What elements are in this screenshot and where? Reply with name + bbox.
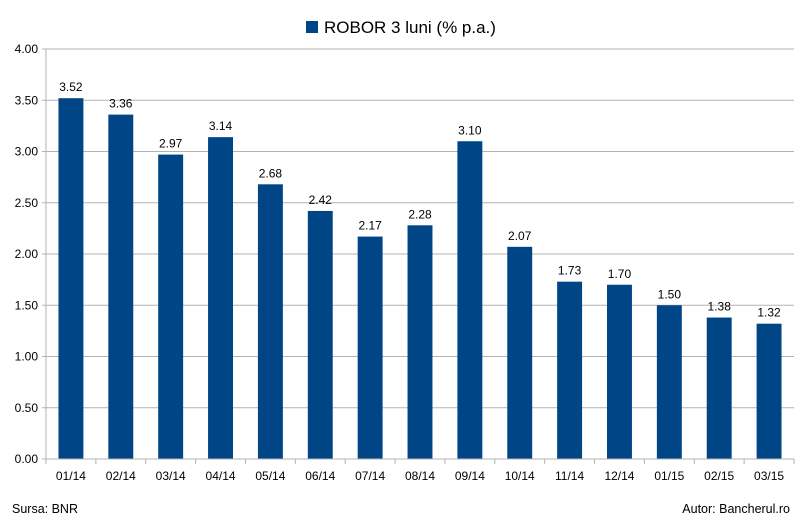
x-tick-label: 03/15: [754, 469, 784, 483]
x-tick-label: 03/14: [156, 469, 186, 483]
author-note: Autor: Bancherul.ro: [682, 502, 790, 516]
x-tick-label: 07/14: [355, 469, 385, 483]
bar: [58, 98, 84, 459]
bar: [357, 236, 383, 459]
x-tick-label: 04/14: [206, 469, 236, 483]
bar: [257, 184, 283, 460]
bar: [208, 137, 233, 459]
data-label: 1.50: [658, 287, 682, 301]
data-label: 3.52: [59, 80, 83, 94]
x-tick-label: 11/14: [555, 469, 584, 483]
bar: [706, 317, 732, 459]
x-tick-label: 08/14: [405, 469, 435, 483]
x-tick-label: 01/14: [56, 469, 86, 483]
data-label: 1.73: [558, 264, 582, 278]
bar: [457, 141, 483, 459]
data-label: 2.17: [358, 219, 382, 233]
data-label: 2.97: [159, 137, 183, 151]
bar: [756, 323, 782, 459]
legend: ROBOR 3 luni (% p.a.): [306, 18, 496, 37]
data-labels: 3.52 3.36 2.97 3.14 2.68 2.42 2.17 2.28 3.10 2.07…: [59, 80, 781, 320]
data-label: 3.36: [109, 97, 133, 111]
data-label: 2.68: [259, 166, 283, 180]
bars: [58, 98, 782, 460]
bar: [656, 305, 682, 459]
data-label: 1.32: [757, 306, 781, 320]
data-label: 1.70: [608, 267, 632, 281]
y-tick-label: 1.50: [15, 298, 39, 312]
legend-swatch: [306, 21, 318, 33]
x-axis-ticks: 01/14 02/14 03/14 04/14 05/14 06/14 07/14 08/14…: [45, 459, 795, 483]
data-label: 1.38: [708, 300, 732, 314]
bar: [557, 281, 583, 459]
data-label: 2.28: [408, 207, 432, 221]
y-axis-ticks: 0.00 0.50 1.00 1.50 2.00 2.50 3.00 3.50 4.00: [15, 42, 46, 466]
x-tick-label: 09/14: [455, 469, 485, 483]
data-label: 3.10: [458, 123, 482, 137]
bar: [407, 225, 433, 459]
x-tick-label: 05/14: [255, 469, 285, 483]
data-label: 2.07: [508, 229, 532, 243]
x-tick-label: 06/14: [305, 469, 335, 483]
x-tick-label: 12/14: [604, 469, 634, 483]
legend-label: ROBOR 3 luni (% p.a.): [324, 18, 496, 37]
x-tick-label: 01/15: [654, 469, 684, 483]
data-label: 2.42: [309, 193, 333, 207]
data-label: 3.14: [209, 119, 233, 133]
y-tick-label: 2.50: [15, 196, 39, 210]
y-tick-label: 0.50: [15, 401, 39, 415]
y-tick-label: 2.00: [15, 247, 39, 261]
y-tick-label: 3.50: [15, 93, 39, 107]
axes: [45, 49, 794, 460]
bar: [607, 284, 632, 459]
x-tick-label: 02/15: [704, 469, 734, 483]
y-tick-label: 0.00: [15, 452, 39, 466]
source-note: Sursa: BNR: [12, 502, 78, 516]
bar: [158, 154, 184, 459]
bar: [507, 246, 533, 459]
x-tick-label: 02/14: [106, 469, 136, 483]
y-tick-label: 4.00: [15, 42, 39, 56]
x-tick-label: 10/14: [505, 469, 535, 483]
y-tick-label: 3.00: [15, 145, 39, 159]
y-tick-label: 1.00: [15, 350, 39, 364]
bar: [307, 210, 333, 459]
bar: [108, 114, 134, 459]
